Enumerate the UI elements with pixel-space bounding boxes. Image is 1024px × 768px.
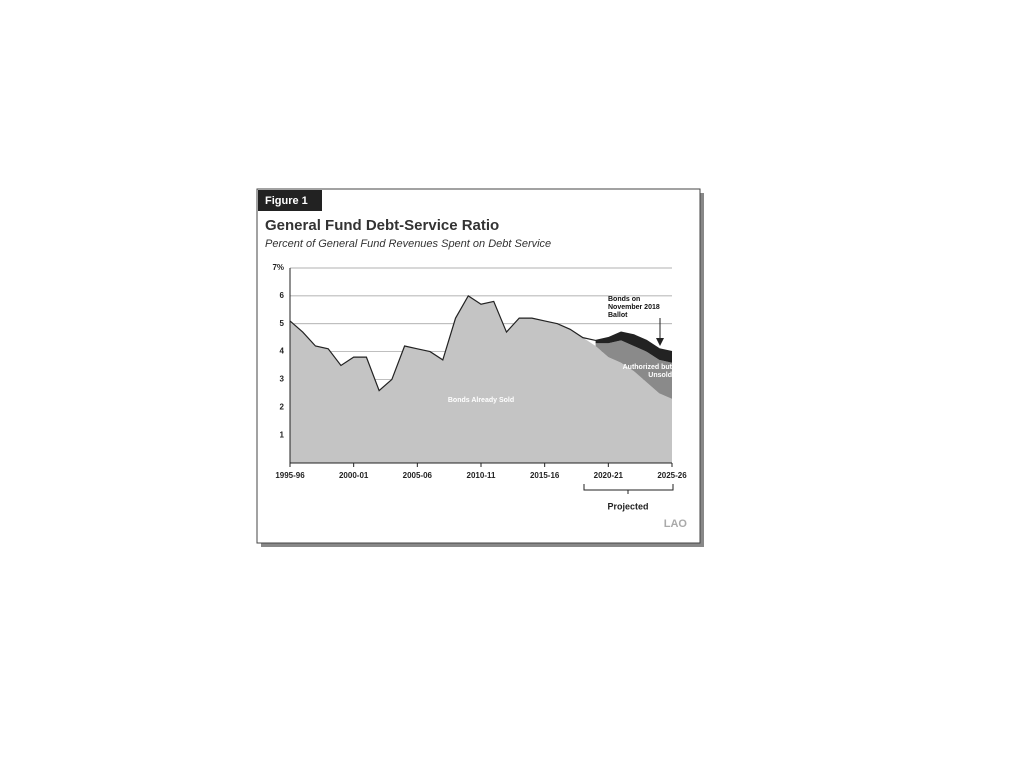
y-tick-label: 6 xyxy=(280,291,285,300)
total-outline xyxy=(289,295,673,392)
projected-label: Projected xyxy=(607,501,648,511)
x-tick-label: 2000-01 xyxy=(339,471,369,480)
series-label: Bonds Already Sold xyxy=(447,397,515,404)
plot: 1 2 3 4 5 6 7% 1995-96 2000-01 2005-06 2010-11 2015… xyxy=(272,263,687,480)
series-label: Authorized but Unsold xyxy=(622,364,672,379)
chart-subtitle: Percent of General Fund Revenues Spent o… xyxy=(265,238,551,250)
chart-title: General Fund Debt-Service Ratio xyxy=(265,217,499,234)
y-tick-label: 3 xyxy=(280,375,285,384)
series-label: Bonds on November 2018 Ballot xyxy=(608,296,660,319)
annotation-arrowhead xyxy=(656,338,664,346)
y-tick-label: 1 xyxy=(280,430,285,439)
x-tick-label: 1995-96 xyxy=(275,471,305,480)
x-tick-label: 2025-26 xyxy=(657,471,687,480)
area xyxy=(595,340,672,399)
area xyxy=(595,332,672,363)
source-logo: LAO xyxy=(664,518,688,530)
x-tick-label: 2015-16 xyxy=(530,471,560,480)
figure-tab xyxy=(258,190,322,211)
y-tick-label: 7% xyxy=(272,263,284,272)
x-tick-label: 2010-11 xyxy=(467,471,496,480)
projected-bracket xyxy=(583,484,674,494)
x-tick-label: 2005-06 xyxy=(403,471,433,480)
figure-label: Figure 1 xyxy=(265,195,308,207)
y-tick-label: 2 xyxy=(280,402,285,411)
area xyxy=(290,295,672,463)
y-tick-label: 5 xyxy=(280,319,285,328)
x-tick-label: 2020-21 xyxy=(594,471,624,480)
y-tick-label: 4 xyxy=(280,347,285,356)
